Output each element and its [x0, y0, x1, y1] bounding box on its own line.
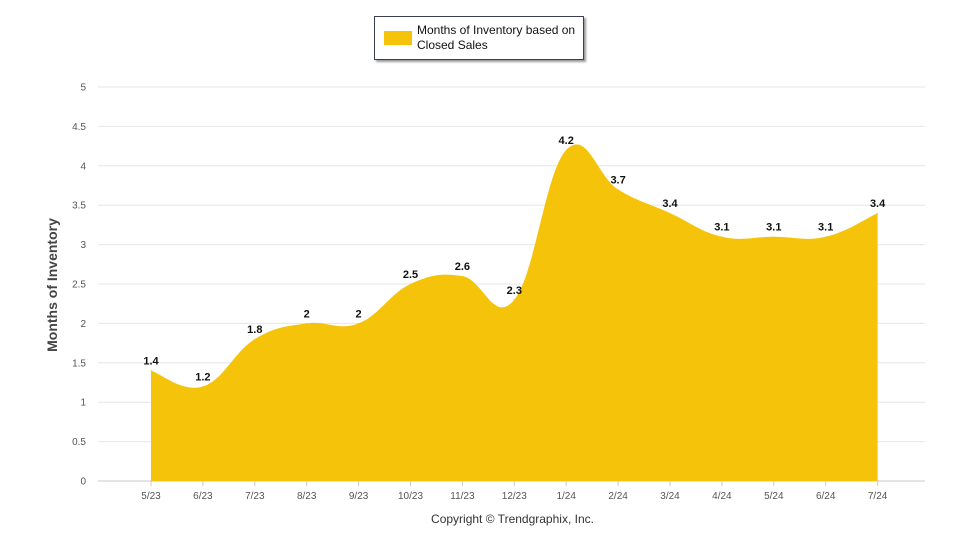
data-label: 2.3: [507, 285, 522, 297]
y-tick-label: 3: [80, 240, 86, 251]
data-label: 2: [304, 308, 310, 320]
x-tick-label: 7/24: [868, 491, 888, 502]
x-tick-label: 7/23: [245, 491, 265, 502]
y-tick-label: 4.5: [72, 122, 86, 133]
x-tick-label: 12/23: [502, 491, 527, 502]
y-axis-title: Months of Inventory: [44, 218, 60, 352]
data-label: 2: [356, 308, 362, 320]
y-tick-label: 4: [80, 161, 86, 172]
data-point: [617, 188, 619, 190]
x-tick-label: 10/23: [398, 491, 423, 502]
y-tick-label: 1: [80, 398, 86, 409]
data-label: 1.4: [143, 356, 159, 368]
data-point: [669, 212, 671, 214]
y-tick-label: 3.5: [72, 201, 86, 212]
y-tick-label: 1.5: [72, 358, 86, 369]
data-point: [461, 275, 463, 277]
data-label: 4.2: [559, 135, 574, 147]
data-point: [150, 370, 152, 372]
data-label: 2.6: [455, 261, 470, 273]
legend-swatch: [384, 31, 412, 45]
legend-label: Months of Inventory based on Closed Sale…: [417, 23, 576, 52]
x-tick-label: 11/23: [450, 491, 475, 502]
data-point: [202, 385, 204, 387]
x-tick-label: 6/24: [816, 491, 836, 502]
data-point: [825, 236, 827, 238]
y-tick-label: 0: [80, 477, 86, 488]
copyright-text: Copyright © Trendgraphix, Inc.: [431, 512, 594, 526]
data-point: [306, 322, 308, 324]
data-point: [565, 149, 567, 151]
data-label: 3.4: [870, 198, 886, 210]
data-label: 2.5: [403, 269, 418, 281]
y-tick-label: 2: [80, 319, 86, 330]
data-label: 3.4: [662, 198, 678, 210]
data-label: 3.1: [818, 222, 833, 234]
data-point: [254, 338, 256, 340]
data-point: [877, 212, 879, 214]
x-tick-label: 3/24: [660, 491, 680, 502]
data-point: [773, 236, 775, 238]
x-tick-label: 6/23: [193, 491, 213, 502]
series-area: [151, 144, 878, 481]
data-label: 1.8: [247, 324, 262, 336]
data-label: 3.7: [610, 174, 625, 186]
x-tick-label: 5/24: [764, 491, 784, 502]
data-point: [513, 299, 515, 301]
x-tick-label: 1/24: [556, 491, 576, 502]
data-label: 3.1: [766, 222, 781, 234]
x-tick-label: 2/24: [608, 491, 628, 502]
x-tick-label: 5/23: [141, 491, 161, 502]
legend: Months of Inventory based on Closed Sale…: [374, 16, 584, 60]
y-tick-label: 5: [80, 83, 86, 94]
y-tick-label: 0.5: [72, 437, 86, 448]
x-tick-label: 4/24: [712, 491, 732, 502]
x-tick-label: 9/23: [349, 491, 369, 502]
data-label: 1.2: [195, 371, 210, 383]
y-tick-label: 2.5: [72, 280, 86, 291]
x-tick-label: 8/23: [297, 491, 317, 502]
data-point: [410, 283, 411, 285]
data-point: [358, 322, 360, 324]
data-point: [721, 236, 723, 238]
data-label: 3.1: [714, 222, 729, 234]
